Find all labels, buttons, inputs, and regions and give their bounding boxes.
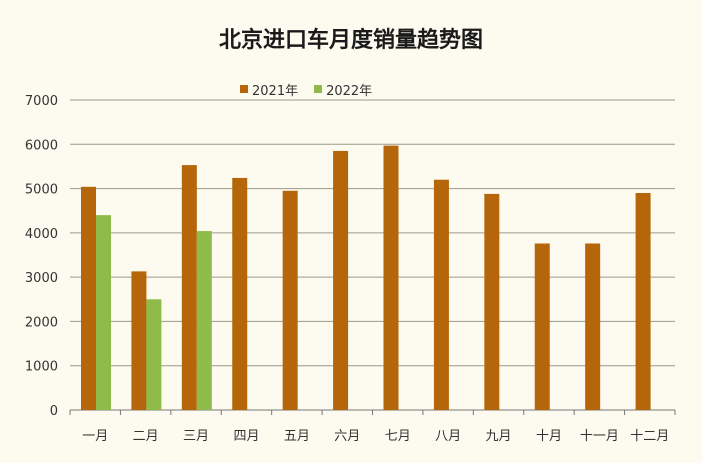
y-tick-label: 2000: [25, 315, 58, 330]
y-tick-label: 5000: [25, 183, 58, 198]
y-tick-label: 4000: [25, 227, 58, 242]
bar-2021年-八月: [433, 179, 449, 410]
bar-2021年-二月: [131, 271, 147, 410]
x-tick-label: 十月: [536, 429, 562, 444]
x-tick-label: 八月: [435, 429, 461, 444]
x-tick-label: 七月: [385, 429, 411, 444]
bar-2022年-三月: [196, 231, 212, 410]
bar-2021年-一月: [81, 186, 96, 410]
chart-title: 北京进口车月度销量趋势图: [218, 28, 483, 53]
y-tick-label: 7000: [25, 94, 58, 109]
y-tick-label: 0: [50, 404, 58, 419]
legend-label-2021: 2021年: [252, 83, 299, 99]
legend-swatch-2021: [240, 85, 248, 93]
y-tick-label: 3000: [25, 271, 58, 286]
bar-2021年-九月: [484, 193, 500, 410]
bar-2021年-三月: [181, 165, 197, 410]
bar-2021年-四月: [232, 177, 248, 410]
bar-2021年-七月: [383, 145, 399, 410]
x-tick-label: 一月: [82, 429, 108, 444]
x-tick-label: 二月: [133, 429, 159, 444]
x-tick-label: 四月: [233, 429, 259, 444]
bar-2022年-一月: [96, 215, 111, 410]
y-tick-label: 1000: [25, 360, 58, 375]
bar-2021年-五月: [282, 190, 298, 410]
bar-2021年-十二月: [635, 193, 651, 410]
y-tick-label: 6000: [25, 138, 58, 153]
legend-item-2022: 2022年: [314, 80, 372, 99]
x-tick-label: 十二月: [630, 429, 669, 444]
bar-2022年-二月: [146, 299, 162, 410]
bar-2021年-十一月: [585, 243, 601, 410]
legend-item-2021: 2021年: [240, 80, 298, 99]
legend-label-2022: 2022年: [326, 83, 373, 99]
legend-swatch-2022: [314, 85, 323, 93]
x-tick-label: 十一月: [580, 429, 619, 444]
chart-legend: 2021年 2022年: [240, 80, 388, 99]
bar-2021年-十月: [534, 243, 550, 410]
x-tick-label: 九月: [486, 429, 512, 444]
x-tick-label: 六月: [334, 429, 360, 444]
x-tick-label: 五月: [284, 429, 310, 444]
x-tick-label: 三月: [183, 429, 209, 444]
bar-2021年-六月: [333, 150, 349, 410]
